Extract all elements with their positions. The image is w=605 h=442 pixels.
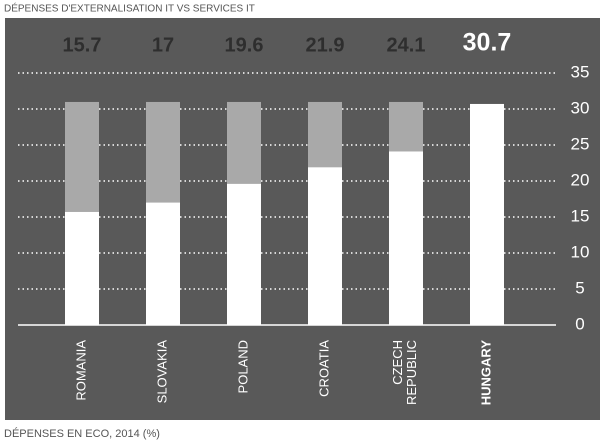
x-tick-label: ROMANIA	[73, 340, 88, 401]
bar	[308, 167, 342, 325]
bar	[146, 202, 180, 325]
bar	[389, 151, 423, 325]
x-tick-label: CZECHREPUBLIC	[390, 340, 419, 405]
y-tick-label: 5	[575, 278, 584, 297]
x-tick-label: CROATIA	[316, 340, 331, 397]
y-tick-label: 20	[571, 170, 590, 189]
value-label: 21.9	[306, 34, 345, 56]
x-tick-label: HUNGARY	[478, 340, 493, 406]
y-tick-label: 25	[571, 134, 590, 153]
y-tick-label: 0	[575, 314, 584, 333]
y-tick-label: 10	[571, 242, 590, 261]
value-label: 30.7	[463, 29, 512, 57]
footnote: DÉPENSES EN ECO, 2014 (%)	[4, 427, 160, 440]
value-label: 19.6	[225, 34, 264, 56]
value-label: 17	[152, 34, 174, 56]
bar	[470, 103, 504, 326]
y-tick-label: 35	[571, 62, 590, 81]
x-tick-label: SLOVAKIA	[154, 340, 169, 404]
bar	[227, 183, 261, 325]
y-tick-label: 15	[571, 206, 590, 225]
y-tick-label: 30	[571, 98, 590, 117]
x-tick-label: POLAND	[235, 340, 250, 393]
value-label: 15.7	[63, 34, 102, 56]
chart-title: DÉPENSES D'EXTERNALISATION IT VS SERVICE…	[4, 2, 255, 15]
bar	[65, 211, 99, 325]
value-label: 24.1	[387, 34, 426, 56]
